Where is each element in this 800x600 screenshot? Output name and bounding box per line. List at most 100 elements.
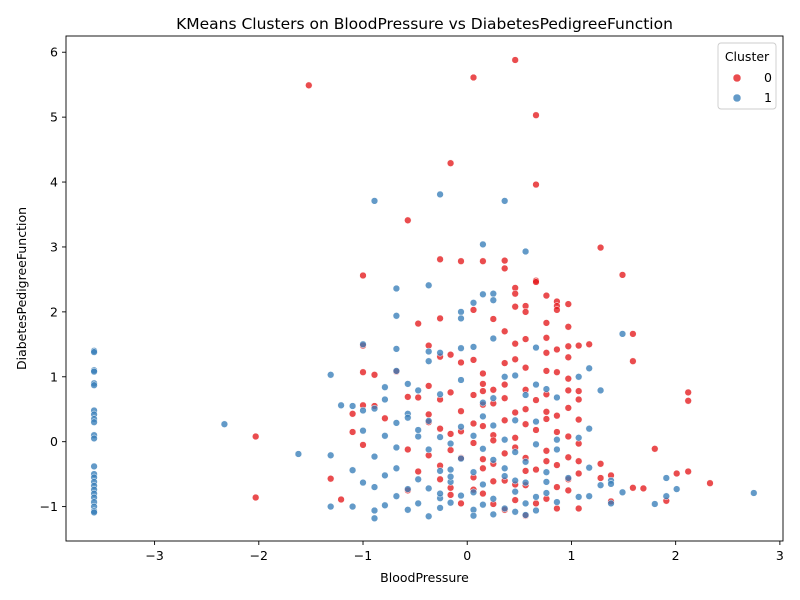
point-cluster-0-91 [501, 416, 509, 424]
point-cluster-1-90 [348, 466, 357, 474]
x-tick-label-2: 2 [672, 548, 680, 563]
x-axis: −3 −2 −1 0 1 2 3 [145, 541, 784, 563]
point-cluster-0-78 [414, 393, 422, 402]
point-cluster-1-99 [414, 475, 422, 483]
point-cluster-1-57 [404, 414, 412, 422]
point-cluster-1-62 [532, 417, 540, 426]
point-cluster-1-134 [381, 501, 389, 509]
point-cluster-0-115 [553, 461, 561, 469]
point-cluster-1-123 [392, 492, 401, 500]
point-cluster-0-145 [575, 504, 583, 513]
point-cluster-0-99 [446, 430, 455, 438]
point-cluster-1-160 [553, 445, 561, 454]
point-cluster-0-11 [501, 256, 509, 265]
point-cluster-1-20 [425, 347, 433, 356]
point-cluster-0-79 [404, 393, 412, 401]
point-cluster-1-153 [489, 510, 497, 519]
point-cluster-0-67 [684, 388, 692, 397]
point-cluster-0-6 [404, 216, 412, 224]
point-cluster-0-7 [596, 243, 605, 252]
point-cluster-1-70 [436, 433, 444, 441]
legend-marker-0 [732, 73, 742, 83]
point-cluster-1-135 [414, 499, 422, 508]
point-cluster-1-98 [381, 471, 389, 480]
point-cluster-0-121 [596, 474, 605, 482]
point-cluster-1-38 [532, 380, 540, 389]
point-cluster-0-127 [684, 467, 692, 476]
point-cluster-0-129 [639, 484, 648, 493]
point-cluster-1-23 [425, 357, 433, 365]
point-cluster-0-74 [684, 397, 692, 405]
legend-label-1: 1 [764, 90, 772, 105]
x-tick-label-1: 1 [567, 548, 575, 563]
point-cluster-1-162 [479, 399, 487, 407]
plot-frame [65, 35, 784, 542]
point-cluster-1-26 [585, 364, 593, 372]
point-cluster-0-66 [575, 387, 583, 395]
point-cluster-1-45 [553, 393, 561, 402]
x-tick-label--3: −3 [145, 548, 163, 563]
point-cluster-0-14 [618, 271, 627, 279]
point-cluster-0-88 [381, 414, 389, 422]
point-cluster-0-0 [469, 73, 478, 82]
point-cluster-1-46 [381, 395, 389, 404]
point-cluster-1-161 [414, 426, 422, 434]
point-cluster-0-105 [404, 445, 412, 454]
point-cluster-1-48 [337, 401, 345, 409]
point-cluster-1-132 [327, 502, 335, 511]
point-cluster-1-148 [501, 504, 509, 513]
point-cluster-0-4 [446, 159, 455, 167]
point-cluster-1-164 [511, 476, 519, 485]
y-tick-label-5: 5 [50, 110, 58, 125]
point-cluster-1-11 [457, 308, 465, 316]
point-cluster-1-39 [457, 376, 465, 384]
point-cluster-1-55 [90, 418, 98, 426]
point-cluster-1-60 [392, 419, 401, 427]
point-cluster-0-16 [532, 278, 540, 286]
point-cluster-1-28 [90, 367, 98, 376]
point-cluster-1-109 [596, 481, 605, 489]
point-cluster-0-10 [479, 257, 487, 265]
point-cluster-1-44 [521, 391, 530, 399]
y-tick-label--1: −1 [40, 499, 58, 514]
point-cluster-1-114 [425, 484, 433, 493]
point-cluster-0-156 [521, 467, 530, 475]
point-cluster-1-32 [511, 371, 519, 380]
point-cluster-0-50 [629, 357, 637, 365]
y-axis: −1 0 1 2 3 4 5 6 [40, 45, 66, 514]
point-cluster-0-45 [564, 353, 572, 361]
point-cluster-1-13 [392, 312, 401, 320]
point-cluster-1-140 [607, 499, 615, 508]
point-cluster-0-112 [575, 457, 583, 465]
point-cluster-1-43 [436, 390, 444, 398]
point-cluster-0-131 [651, 445, 659, 453]
point-cluster-0-41 [585, 340, 593, 348]
point-cluster-0-84 [457, 407, 465, 415]
point-cluster-1-61 [511, 416, 519, 424]
point-cluster-0-83 [511, 408, 519, 417]
point-cluster-1-1 [370, 197, 379, 205]
point-cluster-0-63 [425, 382, 433, 390]
point-cluster-1-22 [436, 349, 444, 357]
point-cluster-0-104 [359, 441, 367, 449]
point-cluster-1-36 [404, 380, 412, 388]
point-cluster-1-33 [501, 373, 509, 381]
x-tick-label-0: 0 [463, 548, 471, 563]
point-cluster-1-138 [521, 499, 530, 508]
point-cluster-0-153 [489, 477, 497, 485]
point-cluster-0-98 [348, 428, 357, 436]
point-cluster-1-146 [436, 504, 444, 512]
point-cluster-1-89 [90, 462, 98, 471]
point-cluster-0-139 [337, 495, 345, 504]
point-cluster-1-155 [521, 511, 530, 519]
point-cluster-1-21 [392, 345, 401, 353]
point-cluster-1-130 [662, 474, 670, 482]
point-cluster-0-94 [479, 422, 487, 430]
point-cluster-0-158 [542, 457, 551, 465]
y-tick-label-0: 0 [50, 434, 58, 449]
point-cluster-1-159 [446, 473, 455, 481]
point-cluster-1-125 [489, 495, 497, 503]
point-cluster-1-42 [414, 386, 422, 395]
point-cluster-1-108 [521, 478, 530, 487]
